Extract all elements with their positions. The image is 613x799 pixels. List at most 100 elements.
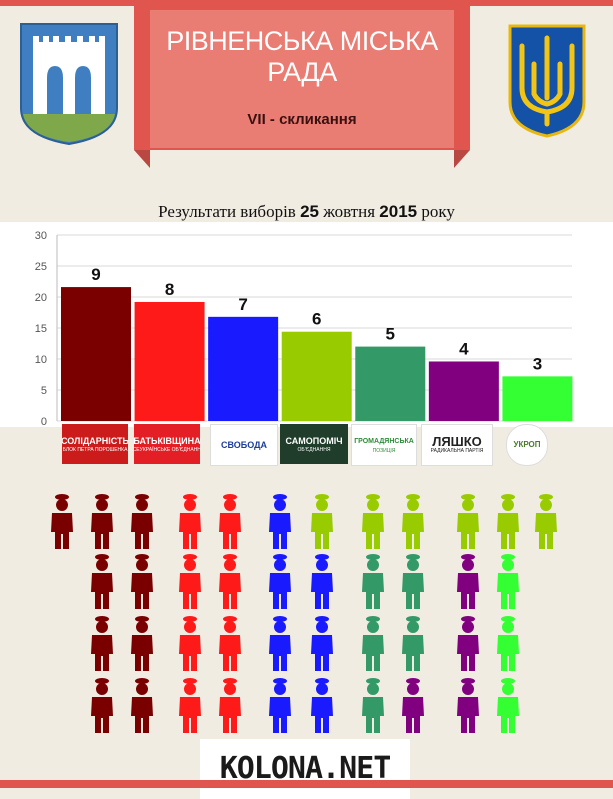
seat-figure-icon	[311, 678, 333, 733]
bar	[134, 301, 205, 421]
party-logo: ЛЯШКО РАДИКАЛЬНА ПАРТІЯ	[421, 424, 493, 466]
seat-figure-icon	[457, 494, 479, 549]
seat-figure-icon	[311, 494, 333, 549]
seat-figure-icon	[131, 554, 153, 609]
seat-figure-icon	[457, 554, 479, 609]
y-tick-label: 15	[35, 323, 47, 335]
convocation-prefix: VII	[247, 111, 266, 128]
party-logo-subtext: ОБ'ЄДНАННЯ	[297, 446, 331, 453]
seat-figure-icon	[457, 678, 479, 733]
seat-figure-icon	[179, 678, 201, 733]
subtitle-month: жовтня	[319, 202, 380, 221]
seat-figure-icon	[91, 678, 113, 733]
seat-figure-icon	[497, 678, 519, 733]
seat-figure-icon	[311, 554, 333, 609]
seat-figure-icon	[219, 494, 241, 549]
party-logo: САМОПОМІЧ ОБ'ЄДНАННЯ	[280, 424, 348, 464]
seat-figure-icon	[269, 678, 291, 733]
subtitle-before: Результати виборів	[158, 202, 301, 221]
seat-figure-icon	[179, 494, 201, 549]
party-logo-name: БАТЬКІВЩИНА	[134, 435, 200, 446]
subtitle-day: 25	[300, 202, 319, 221]
seat-figure-icon	[131, 494, 153, 549]
party-logo-subtext: ВСЕУКРАЇНСЬКЕ ОБ'ЄДНАННЯ	[134, 446, 200, 453]
bar	[61, 287, 131, 421]
party-logo: БАТЬКІВЩИНАВСЕУКРАЇНСЬКЕ ОБ'ЄДНАННЯ	[134, 424, 200, 464]
bar-value-label: 7	[238, 295, 247, 314]
seat-figure-icon	[131, 678, 153, 733]
seat-figure-icon	[362, 678, 384, 733]
seat-figure-icon	[497, 616, 519, 671]
seat-figure-icon	[219, 616, 241, 671]
council-title: РІВНЕНСЬКА МІСЬКА РАДА	[134, 26, 470, 88]
rivne-coat-of-arms-icon	[20, 23, 118, 146]
council-title-line2: РАДА	[267, 57, 337, 87]
bar-value-label: 4	[459, 339, 469, 358]
party-logo: СВОБОДА	[210, 424, 278, 466]
seat-figure-icon	[219, 554, 241, 609]
y-tick-label: 10	[35, 354, 47, 366]
subtitle-after: року	[417, 202, 455, 221]
party-logo-name: ГРОМАДЯНСЬКА	[354, 437, 414, 445]
convocation-label: VII - скликання	[134, 111, 470, 128]
seat-figure-icon	[362, 494, 384, 549]
party-logo-name: СВОБОДА	[220, 440, 268, 450]
banner-tail-right	[454, 150, 470, 168]
bar	[502, 376, 573, 421]
seats-bar-chart: 0 5 10 15 20 25 30 9 8 7 6 5 4 3	[0, 222, 613, 427]
seat-figure-icon	[362, 616, 384, 671]
party-logo-name: ЛЯШКО	[432, 433, 482, 449]
bar-value-label: 6	[312, 310, 321, 329]
bar	[355, 346, 426, 421]
seat-figure-icon	[311, 616, 333, 671]
convocation-suffix: - скликання	[265, 111, 357, 128]
seat-figure-icon	[51, 494, 73, 549]
seat-figure-icon	[269, 616, 291, 671]
seat-figure-icon	[362, 554, 384, 609]
seat-figure-icon	[269, 494, 291, 549]
bar-value-label: 5	[386, 325, 395, 344]
party-logo-name: СОЛІДАРНІСТЬ	[62, 435, 128, 446]
y-tick-label: 0	[41, 416, 47, 427]
seat-figure-icon	[402, 616, 424, 671]
seat-figure-icon	[179, 616, 201, 671]
seat-figure-icon	[91, 494, 113, 549]
bar	[281, 331, 352, 421]
y-tick-label: 25	[35, 261, 47, 273]
bar-value-label: 8	[165, 280, 174, 299]
party-logo-subtext: БЛОК ПЕТРА ПОРОШЕНКА	[62, 446, 128, 453]
y-tick-label: 30	[35, 230, 47, 242]
seat-figure-icon	[497, 554, 519, 609]
bottom-band	[0, 780, 613, 788]
seat-figure-icon	[269, 554, 291, 609]
seat-figure-icon	[402, 554, 424, 609]
title-banner-panel	[150, 10, 454, 148]
chart-subtitle: Результати виборів 25 жовтня 2015 року	[0, 202, 613, 222]
seat-figures	[51, 494, 557, 733]
bar	[208, 316, 279, 421]
party-logo: УКРОП	[506, 424, 548, 466]
seat-figure-icon	[497, 494, 519, 549]
y-tick-label: 20	[35, 292, 47, 304]
seat-figure-icon	[402, 678, 424, 733]
party-logo-subtext: ПОЗИЦІЯ	[372, 447, 396, 454]
council-title-line1: РІВНЕНСЬКА МІСЬКА	[166, 26, 438, 56]
brand-watermark: KOLONA.NET	[200, 739, 410, 799]
y-tick-label: 5	[41, 385, 47, 397]
seat-figure-icon	[535, 494, 557, 549]
party-logo-subtext: РАДИКАЛЬНА ПАРТІЯ	[430, 447, 484, 454]
party-logo-name: УКРОП	[513, 440, 541, 449]
seat-figure-icon	[179, 554, 201, 609]
seat-figure-icon	[91, 554, 113, 609]
seat-figure-icon	[457, 616, 479, 671]
title-banner: РІВНЕНСЬКА МІСЬКА РАДА VII - скликання	[134, 0, 470, 150]
ukraine-trident-icon	[508, 24, 586, 138]
bar-value-label: 3	[533, 354, 542, 373]
party-logo: СОЛІДАРНІСТЬ БЛОК ПЕТРА ПОРОШЕНКА	[62, 424, 128, 464]
bar	[428, 361, 499, 421]
seat-figure-icon	[91, 616, 113, 671]
seat-figure-icon	[131, 616, 153, 671]
seat-figure-icon	[219, 678, 241, 733]
banner-tail-left	[134, 150, 150, 168]
party-logo: ГРОМАДЯНСЬКА ПОЗИЦІЯ	[351, 424, 417, 466]
